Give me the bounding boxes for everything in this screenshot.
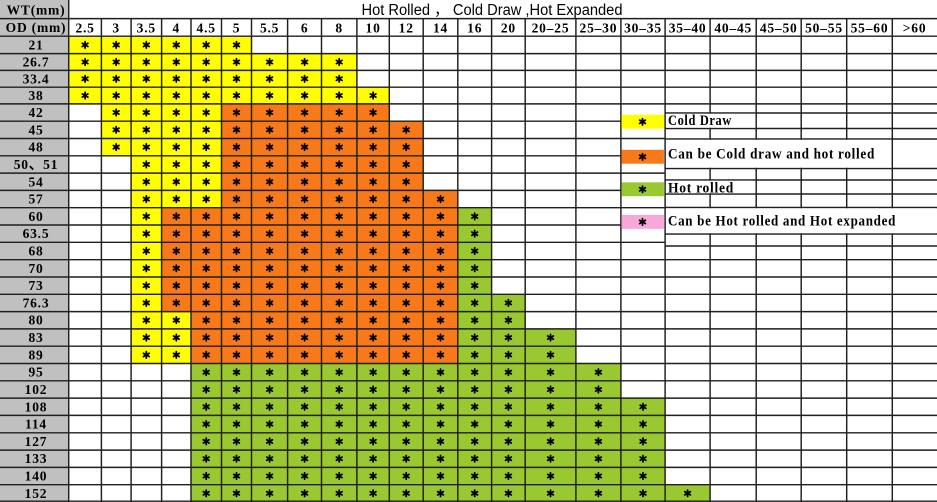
svg-text:40–45: 40–45 [714,20,752,35]
svg-text:OD (mm): OD (mm) [6,20,67,35]
svg-text:133: 133 [25,451,48,466]
svg-text:30–35: 30–35 [624,20,662,35]
svg-text:108: 108 [25,399,48,414]
svg-text:16: 16 [467,20,482,35]
svg-text:45: 45 [28,122,43,137]
svg-text:12: 12 [399,20,414,35]
svg-text:5: 5 [233,20,241,35]
svg-text:50–55: 50–55 [805,20,843,35]
svg-text:114: 114 [25,417,47,432]
svg-text:4.5: 4.5 [197,20,216,35]
svg-text:60: 60 [28,209,43,224]
svg-text:76.3: 76.3 [23,295,50,310]
svg-text:5.5: 5.5 [260,20,279,35]
svg-text:68: 68 [28,244,43,259]
svg-text:>60: >60 [903,20,927,35]
svg-text:45–50: 45–50 [760,20,798,35]
svg-text:Can be Hot rolled and Hot expa: Can be Hot rolled and Hot expanded [668,214,896,230]
svg-text:73: 73 [28,278,43,293]
svg-text:33.4: 33.4 [23,71,50,86]
svg-text:Can be Cold draw and hot rolle: Can be Cold draw and hot rolled [668,147,875,163]
svg-text:55–60: 55–60 [851,20,889,35]
svg-text:WT(mm): WT(mm) [7,3,66,18]
svg-text:25–30: 25–30 [580,20,618,35]
svg-text:Hot rolled: Hot rolled [668,180,734,196]
svg-text:26.7: 26.7 [23,55,50,70]
svg-text:10: 10 [366,20,381,35]
svg-text:4: 4 [173,20,181,35]
svg-text:70: 70 [28,261,43,276]
svg-text:21: 21 [28,37,43,52]
svg-text:54: 54 [28,174,43,189]
svg-text:3: 3 [112,20,120,35]
svg-text:2.5: 2.5 [75,20,94,35]
svg-text:35–40: 35–40 [669,20,707,35]
svg-text:Hot Rolled ， Cold Draw ,Hot Ex: Hot Rolled ， Cold Draw ,Hot Expanded [362,2,623,19]
svg-text:80: 80 [28,313,43,328]
svg-text:20–25: 20–25 [532,20,570,35]
svg-text:140: 140 [25,469,48,484]
svg-text:42: 42 [28,105,43,120]
svg-text:8: 8 [335,20,343,35]
svg-text:63.5: 63.5 [23,226,50,241]
svg-text:102: 102 [25,382,48,397]
svg-text:83: 83 [28,330,43,345]
svg-text:127: 127 [25,434,48,449]
svg-text:95: 95 [28,365,43,380]
svg-text:6: 6 [301,20,309,35]
svg-text:3.5: 3.5 [137,20,156,35]
svg-text:57: 57 [28,192,43,207]
svg-text:152: 152 [25,486,48,501]
svg-text:Cold Draw: Cold Draw [668,113,732,129]
svg-text:20: 20 [501,20,516,35]
svg-text:89: 89 [28,347,43,362]
svg-text:14: 14 [433,20,448,35]
svg-text:48: 48 [28,140,43,155]
svg-text:38: 38 [28,88,43,103]
svg-text:50、51: 50、51 [14,157,59,172]
